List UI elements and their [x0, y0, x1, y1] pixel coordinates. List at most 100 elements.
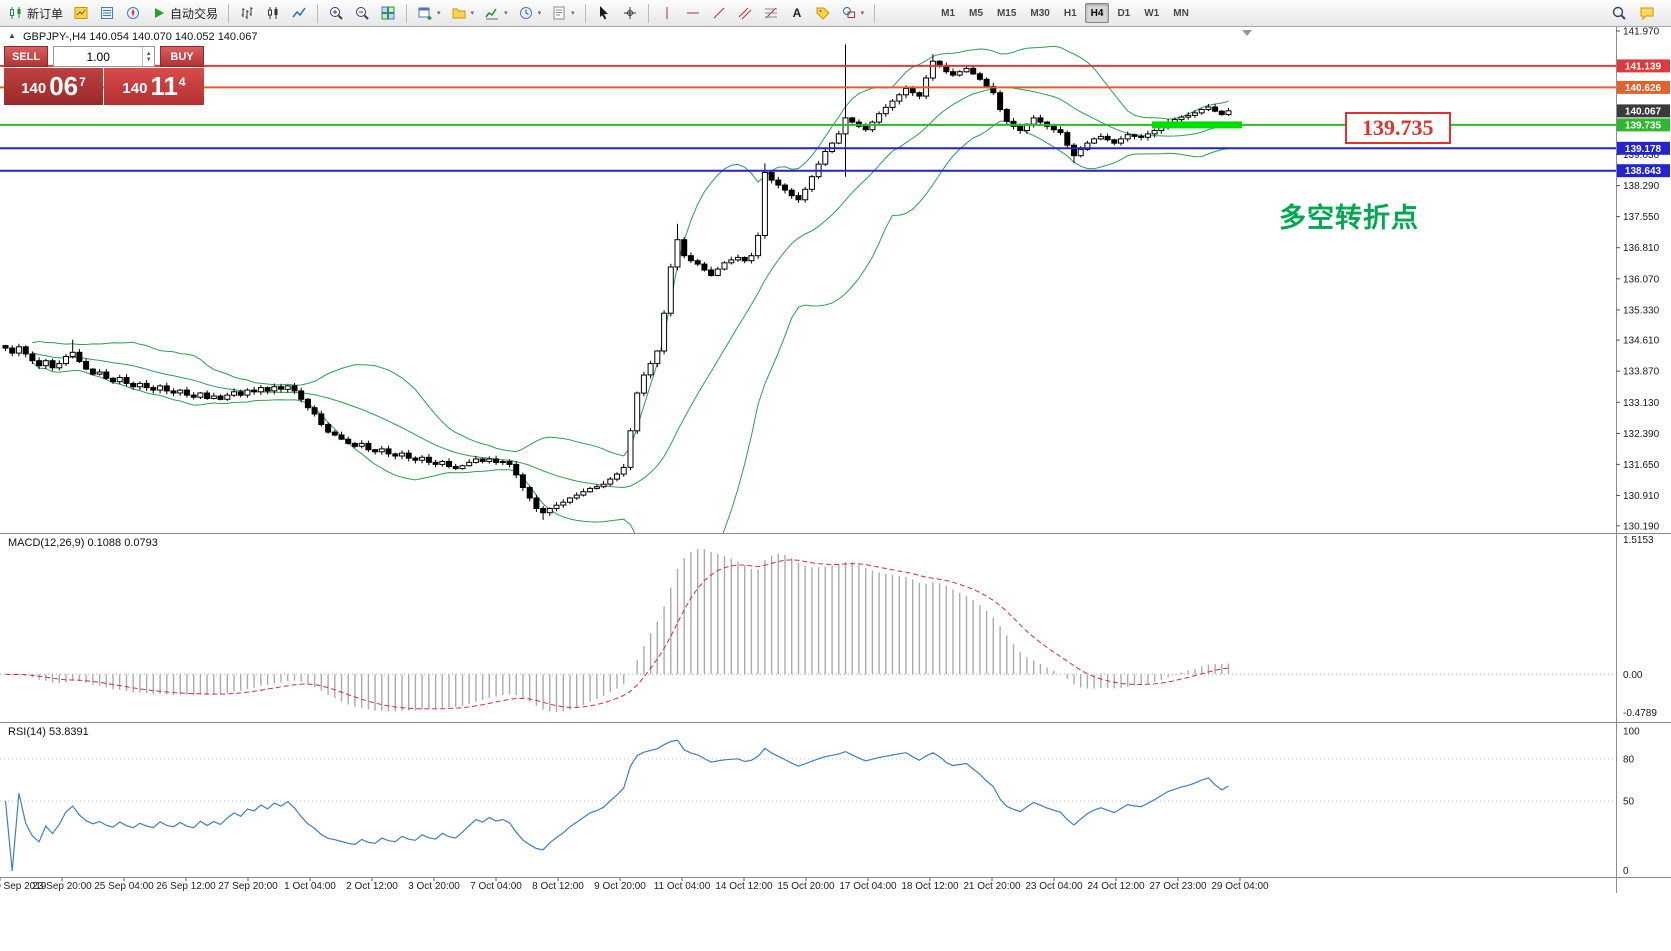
new-order-button[interactable]: 新订单: [4, 2, 67, 24]
time-axis-label: 18 Oct 12:00: [901, 881, 959, 892]
toolbar-left-group: 新订单 自动交易 ▾ ▾ ▾ ▾ ▾ A ▾: [4, 2, 879, 24]
timeframe-d1-button[interactable]: D1: [1117, 7, 1131, 19]
shapes-button[interactable]: ▾: [837, 2, 869, 24]
autotrade-icon: [151, 5, 167, 21]
text-button[interactable]: A: [785, 2, 809, 24]
vertical-line-button[interactable]: [655, 2, 679, 24]
cursor-button[interactable]: [592, 2, 616, 24]
time-axis-label: 29 Oct 04:00: [1211, 881, 1269, 892]
trendline-button[interactable]: [707, 2, 731, 24]
candle-chart-icon: [265, 5, 281, 21]
main-toolbar: 新订单 自动交易 ▾ ▾ ▾ ▾ ▾ A ▾ M1 M5 M15 M30 H1 H4 D1 W1 MN: [0, 0, 1671, 27]
macd-scale-label: 1.5153: [1623, 535, 1654, 546]
one-click-panel-toggle-icon[interactable]: ▲: [8, 31, 16, 40]
chevron-down-icon: ▾: [437, 10, 441, 17]
profiles-button[interactable]: ▾: [447, 2, 479, 24]
time-axis-label: 8 Oct 12:00: [532, 881, 584, 892]
timeframe-h4-button[interactable]: H4: [1084, 3, 1110, 23]
price-tick-label: 138.290: [1623, 181, 1660, 192]
sell-price-big: 140: [21, 80, 47, 97]
label-button[interactable]: [811, 2, 835, 24]
timeframe-m30-button[interactable]: M30: [1030, 7, 1050, 19]
sell-price[interactable]: 140 06 7: [4, 68, 103, 105]
buy-price[interactable]: 140 11 4: [104, 68, 204, 105]
navigator-button[interactable]: [121, 2, 145, 24]
fibonacci-button[interactable]: [759, 2, 783, 24]
chart-shift-marker[interactable]: [1242, 30, 1252, 36]
chevron-down-icon: ▾: [571, 10, 575, 17]
sell-button[interactable]: SELL: [4, 46, 48, 67]
price-level-badge: 140.067: [1625, 106, 1662, 117]
timeframe-m15-button[interactable]: M15: [996, 7, 1017, 19]
crosshair-icon: [622, 5, 638, 21]
price-tick-label: 139.030: [1623, 150, 1660, 161]
toolbar-separator: [317, 3, 319, 23]
rsi-pane: [0, 739, 1616, 872]
price-level-badge: 141.139: [1625, 61, 1662, 72]
volume-down-icon[interactable]: ▼: [145, 56, 152, 63]
rsi-name: RSI(14): [8, 726, 46, 738]
price-level-badge: 138.643: [1625, 166, 1662, 177]
bar-chart-button[interactable]: [235, 2, 259, 24]
templates-button[interactable]: ▾: [547, 2, 579, 24]
zoom-out-button[interactable]: [350, 2, 374, 24]
chevron-down-icon: ▾: [504, 10, 508, 17]
timeframe-m5-button[interactable]: M5: [969, 7, 983, 19]
data-window-button[interactable]: [95, 2, 119, 24]
time-axis-label: 27 Oct 23:00: [1149, 881, 1207, 892]
candle-chart-button[interactable]: [261, 2, 285, 24]
one-click-trading-panel: SELL ▲ ▼ BUY 140 06 7 140 11 4: [4, 46, 204, 105]
indicators-button[interactable]: ▾: [480, 2, 512, 24]
chevron-down-icon: ▾: [860, 10, 865, 17]
price-tick-label: 136.810: [1623, 243, 1660, 254]
macd-scale-label: -0.4789: [1623, 708, 1657, 719]
community-button[interactable]: [1635, 2, 1659, 24]
search-button[interactable]: [1607, 2, 1631, 24]
time-axis-label: 11 Oct 04:00: [654, 881, 711, 892]
timeframe-toolbar: M1 M5 M15 M30 H1 H4 D1 W1 MN: [935, 3, 1195, 23]
volume-up-icon[interactable]: ▲: [145, 50, 152, 57]
time-axis-label: 1 Oct 04:00: [284, 881, 336, 892]
macd-indicator-label: MACD(12,26,9) 0.1088 0.0793: [8, 537, 158, 549]
timeframe-mn-button[interactable]: MN: [1173, 7, 1189, 19]
periods-button[interactable]: ▾: [514, 2, 546, 24]
volume-stepper[interactable]: ▲ ▼: [142, 47, 154, 66]
market-watch-button[interactable]: [69, 2, 93, 24]
crosshair-button[interactable]: [618, 2, 642, 24]
chat-icon: [1639, 5, 1655, 21]
time-axis-label: 24 Oct 12:00: [1087, 881, 1145, 892]
buy-price-point: 4: [178, 75, 186, 89]
timeframe-h1-button[interactable]: H1: [1063, 7, 1077, 19]
pivot-note-text[interactable]: 多空转折点: [1279, 203, 1419, 233]
horizontal-line-button[interactable]: [681, 2, 705, 24]
price-callout[interactable]: 139.735: [1345, 112, 1451, 144]
toolbar-separator: [228, 3, 230, 23]
time-axis-label: 25 Sep 04:00: [94, 881, 154, 892]
navigator-icon: [125, 5, 141, 21]
line-chart-icon: [291, 5, 307, 21]
line-chart-button[interactable]: [287, 2, 311, 24]
zoom-in-button[interactable]: [324, 2, 348, 24]
buy-button[interactable]: BUY: [160, 46, 204, 67]
channel-button[interactable]: [733, 2, 757, 24]
price-tick-label: 133.870: [1623, 367, 1660, 378]
price-tick-label: 137.550: [1623, 212, 1660, 223]
time-axis-label: 23 Oct 04:00: [1025, 881, 1083, 892]
period-icon: [518, 5, 534, 21]
volume-box: ▲ ▼: [53, 46, 155, 67]
toolbar-right-group: [1607, 2, 1667, 24]
indicator-scales: 1.5153 0.00 -0.4789 100 80 50 0: [1623, 535, 1657, 877]
auto-trading-button[interactable]: 自动交易: [147, 2, 222, 24]
new-chart-button[interactable]: ▾: [413, 2, 445, 24]
timeframe-m1-button[interactable]: M1: [941, 7, 956, 19]
volume-input[interactable]: [54, 47, 143, 66]
rsi-scale-label: 80: [1623, 755, 1635, 766]
timeframe-w1-button[interactable]: W1: [1144, 7, 1160, 19]
macd-signal-value: 0.0793: [124, 537, 158, 549]
time-axis-label: 14 Oct 12:00: [715, 881, 773, 892]
sell-price-pips: 06: [49, 71, 79, 101]
text-icon: A: [789, 5, 805, 21]
price-tick-label: 130.910: [1623, 491, 1660, 502]
tile-windows-button[interactable]: [376, 2, 400, 24]
